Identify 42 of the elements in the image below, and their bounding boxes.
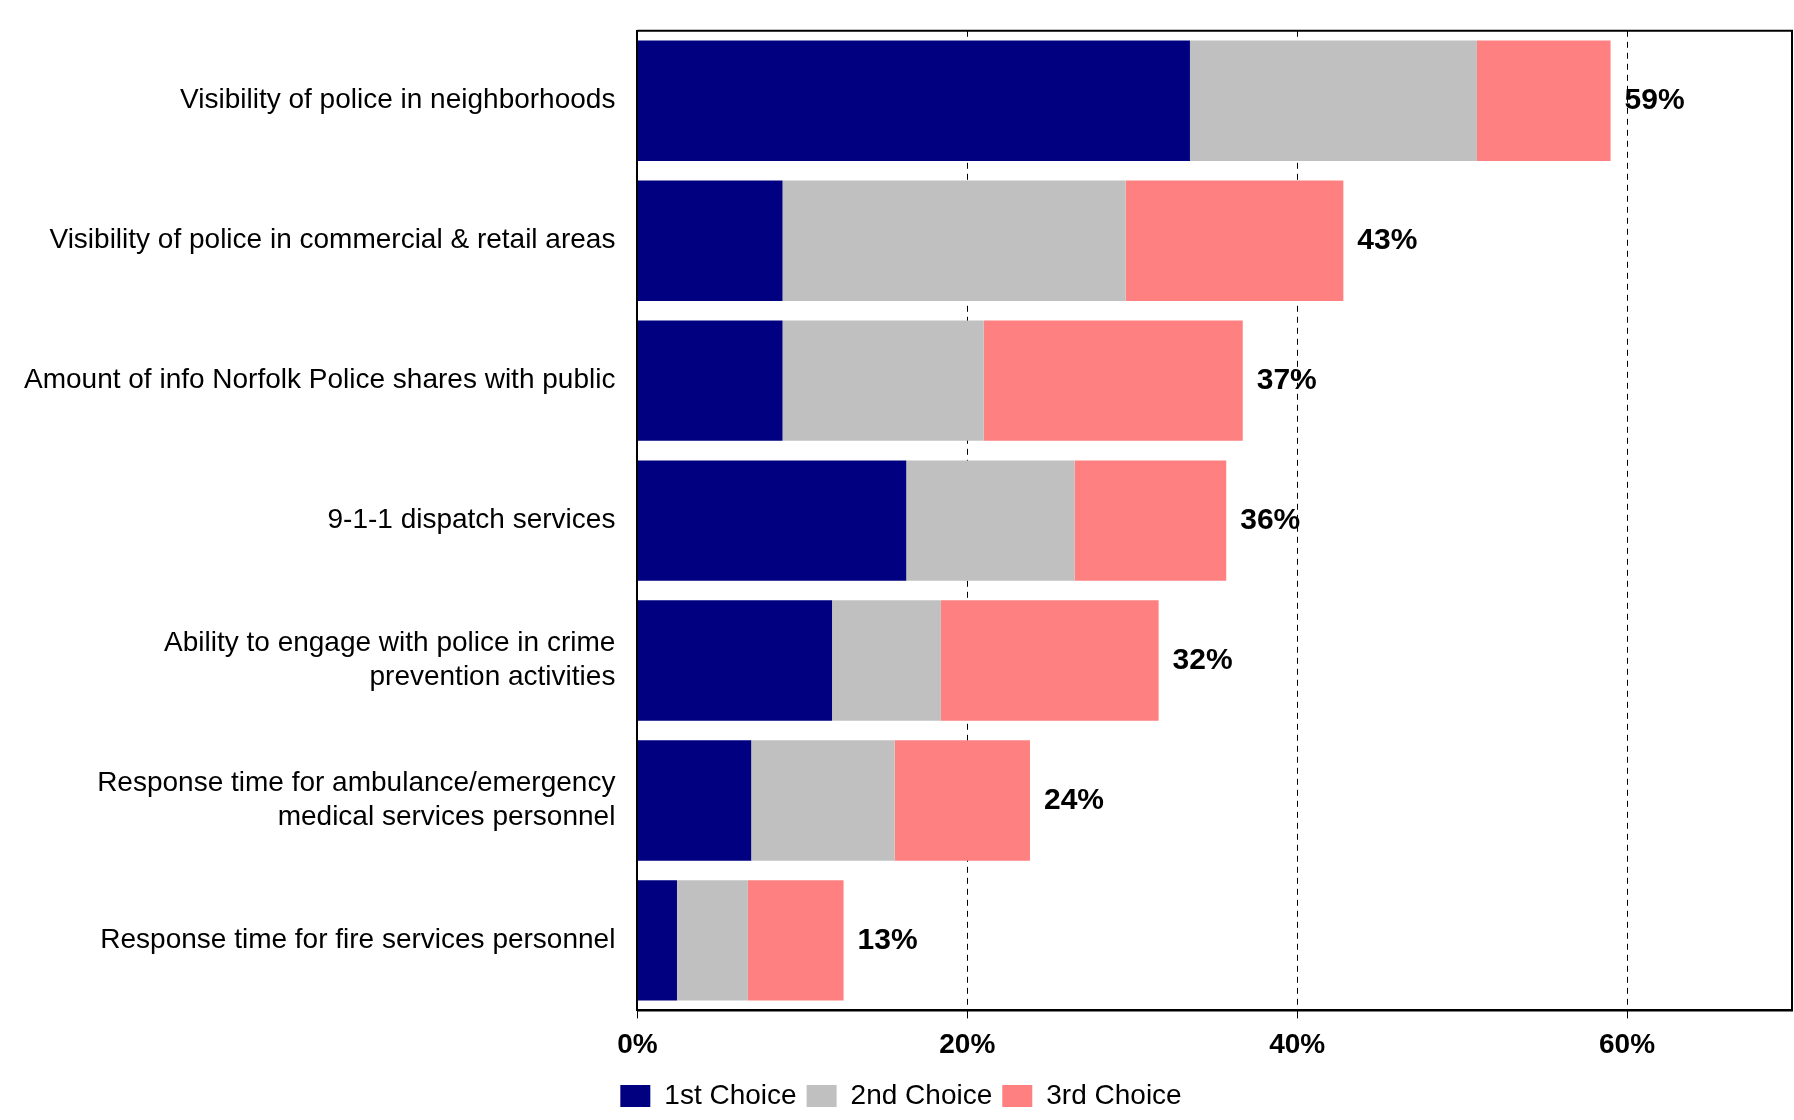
y-tick-label: Visibility of police in commercial & retail areas	[49, 223, 616, 255]
legend-label: 2nd Choice	[850, 1078, 993, 1110]
y-tick-label: Amount of info Norfolk Police shares with public	[24, 363, 616, 395]
bar	[894, 740, 1030, 861]
bar	[1189, 40, 1477, 161]
x-tick-label: 20%	[939, 1027, 996, 1059]
bar	[637, 40, 1190, 161]
y-tick-label: Ability to engage with police in crime prevention activities	[164, 626, 616, 692]
y-tick-label: 9-1-1 dispatch services	[327, 503, 616, 535]
y-tick-label: Response time for ambulance/emergency medical services personnel	[97, 766, 616, 831]
bar	[1074, 460, 1227, 581]
bar	[1476, 40, 1611, 161]
total-label: 13%	[857, 921, 918, 955]
bar	[751, 740, 895, 861]
bar	[637, 600, 833, 721]
bar	[906, 460, 1075, 581]
bar	[782, 320, 984, 441]
bar	[832, 600, 941, 721]
total-label: 36%	[1240, 501, 1301, 535]
bar	[983, 320, 1243, 441]
total-label: 43%	[1357, 221, 1418, 255]
x-tick-label: 60%	[1599, 1027, 1656, 1059]
total-label: 24%	[1043, 781, 1104, 815]
bar	[676, 880, 748, 1001]
legend-label: 3rd Choice	[1046, 1078, 1182, 1110]
bar	[747, 880, 844, 1001]
bar	[637, 460, 907, 581]
bar	[637, 880, 677, 1001]
y-tick-label: Visibility of police in neighborhoods	[180, 83, 616, 115]
total-label: 59%	[1624, 82, 1685, 116]
total-label: 32%	[1172, 641, 1233, 675]
x-tick-label: 0%	[617, 1027, 658, 1059]
bar	[637, 320, 783, 441]
bar	[637, 740, 752, 861]
bar	[1125, 180, 1344, 301]
total-label: 37%	[1256, 361, 1317, 395]
x-tick-label: 40%	[1269, 1027, 1326, 1059]
legend-label: 1st Choice	[664, 1078, 797, 1110]
bar	[637, 180, 783, 301]
y-tick-label: Response time for fire services personnel	[100, 923, 616, 955]
bar	[782, 180, 1126, 301]
bar	[940, 600, 1159, 721]
